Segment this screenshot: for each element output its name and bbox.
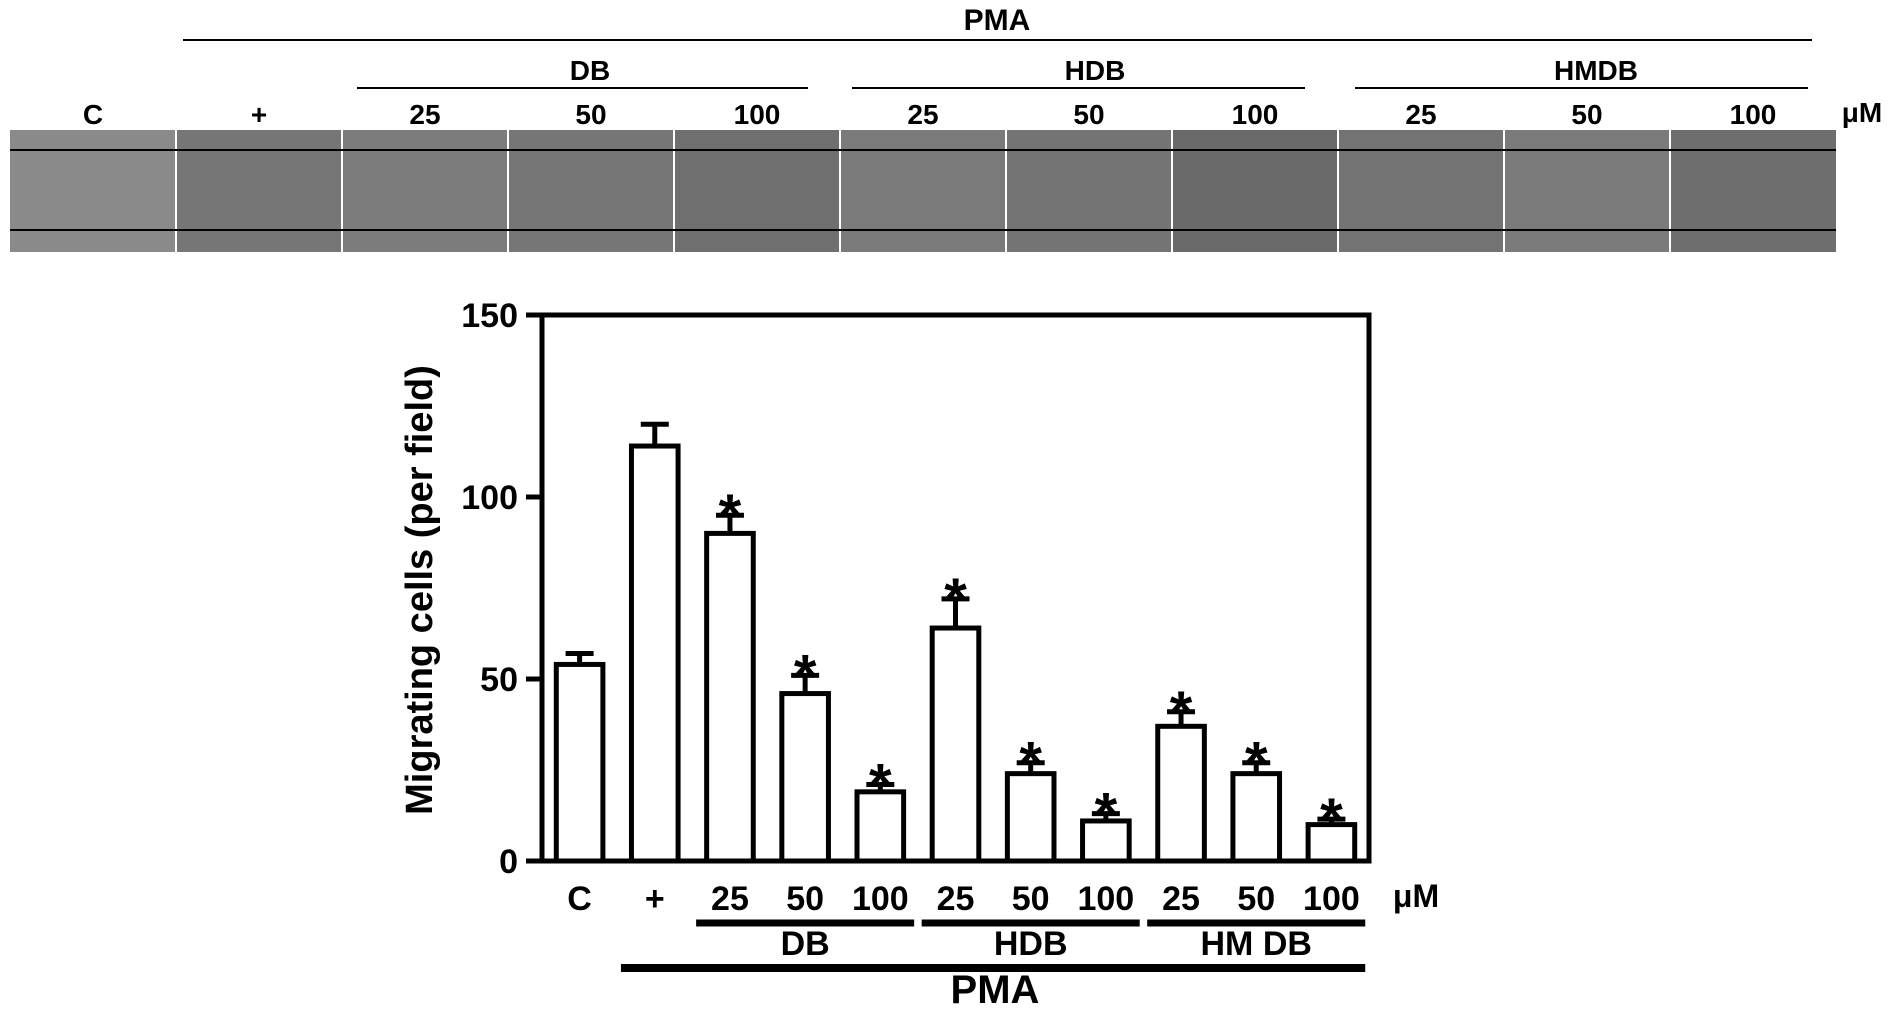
micrograph-8 <box>1172 130 1338 252</box>
micrograph-6 <box>840 130 1006 252</box>
lane-label: 50 <box>1571 99 1602 130</box>
hdb-top-label: HDB <box>1065 55 1126 86</box>
lane-labels: C +25 50 100 25 50 100 25 50 100 <box>83 99 1776 130</box>
lane-label: 25 <box>1405 99 1436 130</box>
significance-star: * <box>869 753 892 818</box>
lane-label: 50 <box>575 99 606 130</box>
bars <box>553 443 1358 864</box>
bar <box>704 530 756 864</box>
x-tick-label: 25 <box>1162 880 1200 918</box>
micrograph-11 <box>1670 130 1836 252</box>
top-unit-label: μM <box>1842 97 1882 128</box>
bar <box>628 443 681 864</box>
bar <box>553 661 606 864</box>
lane-label: C <box>83 99 103 130</box>
significance-star: * <box>944 567 967 632</box>
significance-star: * <box>1019 731 1042 796</box>
group-label: DB <box>781 925 830 963</box>
micrograph-10 <box>1504 130 1670 252</box>
x-tick-label: + <box>645 880 665 918</box>
plot-frame <box>539 312 1372 864</box>
y-axis: 0 50 100 150 <box>461 297 542 881</box>
x-tick-label: 25 <box>937 880 975 918</box>
micrograph-images <box>10 130 1836 252</box>
y-tick-label: 100 <box>461 479 518 517</box>
x-tick-labels: C +25 50 100 25 50 100 25 50 100 <box>567 880 1359 918</box>
pma-bottom-label: PMA <box>951 968 1040 1012</box>
lane-label: + <box>251 99 267 130</box>
micrograph-5 <box>674 130 840 252</box>
micrograph-7 <box>1006 130 1172 252</box>
x-tick-label: 25 <box>711 880 749 918</box>
bar <box>1230 771 1283 864</box>
db-top-label: DB <box>570 55 610 86</box>
y-tick-label: 50 <box>480 661 518 699</box>
significance-star: * <box>1095 782 1118 847</box>
significance-star: * <box>719 483 742 548</box>
micrograph-1 <box>10 130 176 252</box>
significance-star: * <box>1170 680 1193 745</box>
group-brackets: DB HDB HM DB <box>620 919 1366 972</box>
x-tick-label: C <box>567 880 592 918</box>
micrograph-9 <box>1338 130 1504 252</box>
bar <box>1155 723 1207 864</box>
group-label: HM DB <box>1201 925 1312 963</box>
micrograph-3 <box>342 130 508 252</box>
micrograph-2 <box>176 130 342 252</box>
x-tick-label: 100 <box>1077 880 1134 918</box>
y-tick-label: 0 <box>499 843 518 881</box>
x-tick-label: 50 <box>786 880 824 918</box>
bar <box>779 691 831 864</box>
hmdb-top-label: HMDB <box>1554 55 1638 86</box>
bar <box>929 625 982 864</box>
lane-label: 100 <box>1730 99 1777 130</box>
y-axis-label: Migrating cells (per field) <box>399 365 441 815</box>
lane-label: 100 <box>1232 99 1279 130</box>
lane-label: 25 <box>409 99 440 130</box>
lane-label: 100 <box>734 99 781 130</box>
micrograph-panel: PMA DB HDB HMDB C +25 50 100 25 50 100 25 50 100 … <box>10 4 1882 252</box>
significance-markers: * * * * * * * * * <box>719 483 1343 852</box>
micrograph-4 <box>508 130 674 252</box>
x-tick-label: 50 <box>1237 880 1275 918</box>
significance-star: * <box>1320 787 1343 852</box>
x-tick-label: 100 <box>852 880 909 918</box>
error-bars <box>565 421 1346 825</box>
chart-unit-label: μM <box>1393 878 1439 914</box>
bar-chart: * * * * * * * * * 0 50 100 150 Migrating cells (per… <box>399 297 1439 1012</box>
significance-star: * <box>794 643 817 708</box>
group-label: HDB <box>994 925 1068 963</box>
x-tick-label: 100 <box>1303 880 1360 918</box>
pma-top-label: PMA <box>964 4 1031 37</box>
significance-star: * <box>1245 731 1268 796</box>
y-tick-label: 150 <box>461 297 518 335</box>
lane-label: 50 <box>1073 99 1104 130</box>
x-tick-label: 50 <box>1012 880 1050 918</box>
lane-label: 25 <box>907 99 938 130</box>
